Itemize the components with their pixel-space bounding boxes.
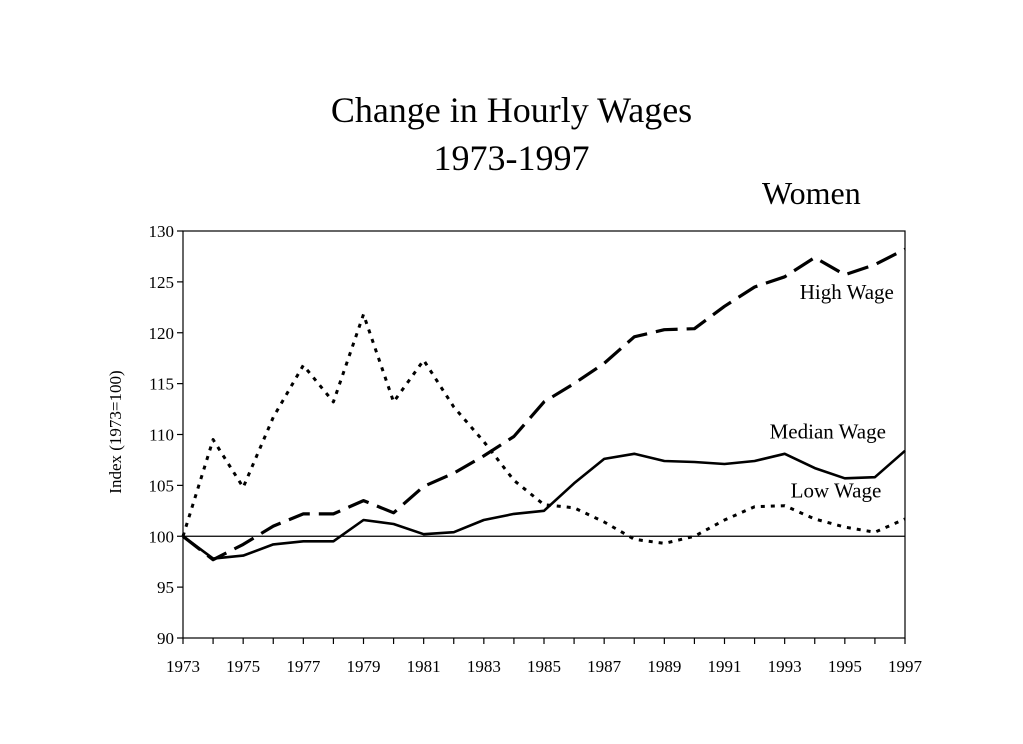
chart-title-years: 1973-1997 xyxy=(433,138,590,178)
x-tick-label: 1975 xyxy=(226,657,260,676)
y-tick-label: 130 xyxy=(149,222,175,241)
series-layer xyxy=(181,247,906,562)
y-tick-label: 95 xyxy=(157,578,174,597)
y-tick-label: 125 xyxy=(149,273,175,292)
series-line-low-wage xyxy=(181,312,906,545)
x-tick-label: 1989 xyxy=(647,657,681,676)
x-tick-label: 1981 xyxy=(407,657,441,676)
axes: 90 95 100 105 110 115 120 125 130 1973 1975 1977 197… xyxy=(149,222,923,676)
x-tick-label: 1977 xyxy=(286,657,321,676)
x-tick-label: 1985 xyxy=(527,657,561,676)
series-labels: High Wage Median Wage Low Wage xyxy=(770,280,894,502)
series-line-median-wage xyxy=(182,449,906,560)
series-label-high-wage: High Wage xyxy=(800,280,894,304)
y-tick-label: 90 xyxy=(157,629,174,648)
series-label-low-wage: Low Wage xyxy=(791,479,882,503)
chart-title: Change in Hourly Wages xyxy=(330,90,693,130)
series-line-high-wage xyxy=(182,247,906,562)
x-tick-label: 1987 xyxy=(587,657,622,676)
x-tick-label: 1995 xyxy=(828,657,862,676)
x-tick-label: 1973 xyxy=(166,657,200,676)
x-tick-label: 1979 xyxy=(347,657,381,676)
y-tick-label: 105 xyxy=(149,476,175,495)
y-tick-label: 100 xyxy=(149,527,175,546)
y-tick-label: 120 xyxy=(149,324,175,343)
chart-subtitle: Women xyxy=(762,175,861,211)
x-tick-label: 1997 xyxy=(888,657,923,676)
x-tick-label: 1983 xyxy=(467,657,501,676)
y-tick-label: 110 xyxy=(149,426,174,445)
series-label-median-wage: Median Wage xyxy=(770,420,886,444)
y-tick-label: 115 xyxy=(149,375,174,394)
x-tick-label: 1991 xyxy=(708,657,742,676)
x-tick-label: 1993 xyxy=(768,657,802,676)
